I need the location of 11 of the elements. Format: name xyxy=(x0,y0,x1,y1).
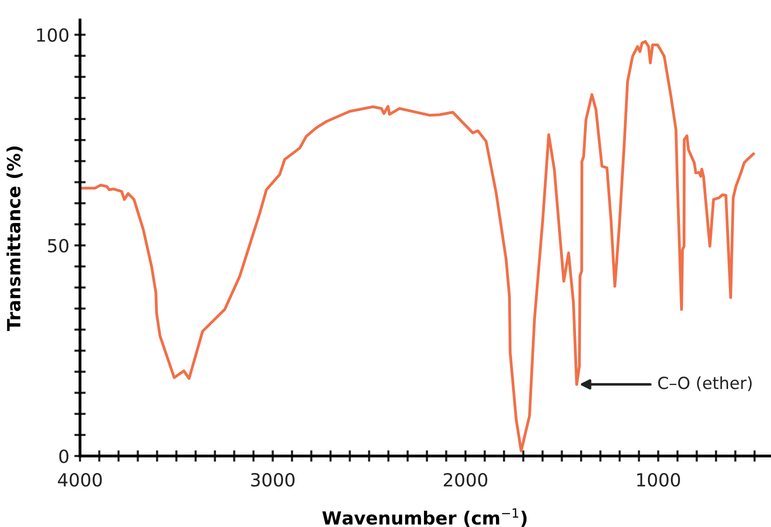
line-series xyxy=(80,40,755,452)
y-tick-label: 100 xyxy=(37,28,68,42)
y-tick-label: 0 xyxy=(59,449,68,464)
x-tick-label: 2000 xyxy=(444,472,488,487)
y-axis-title: Transmittance (%) xyxy=(6,146,23,331)
x-axis-title: Wavenumber (cm$^{−1}$) xyxy=(322,508,527,527)
x-tick-label: 4000 xyxy=(58,472,102,487)
annotation: C–O (ether) xyxy=(658,376,752,392)
y-tick-label: 50 xyxy=(48,238,68,252)
x-tick-label: 1000 xyxy=(637,472,680,487)
x-tick-label: 3000 xyxy=(251,472,295,487)
